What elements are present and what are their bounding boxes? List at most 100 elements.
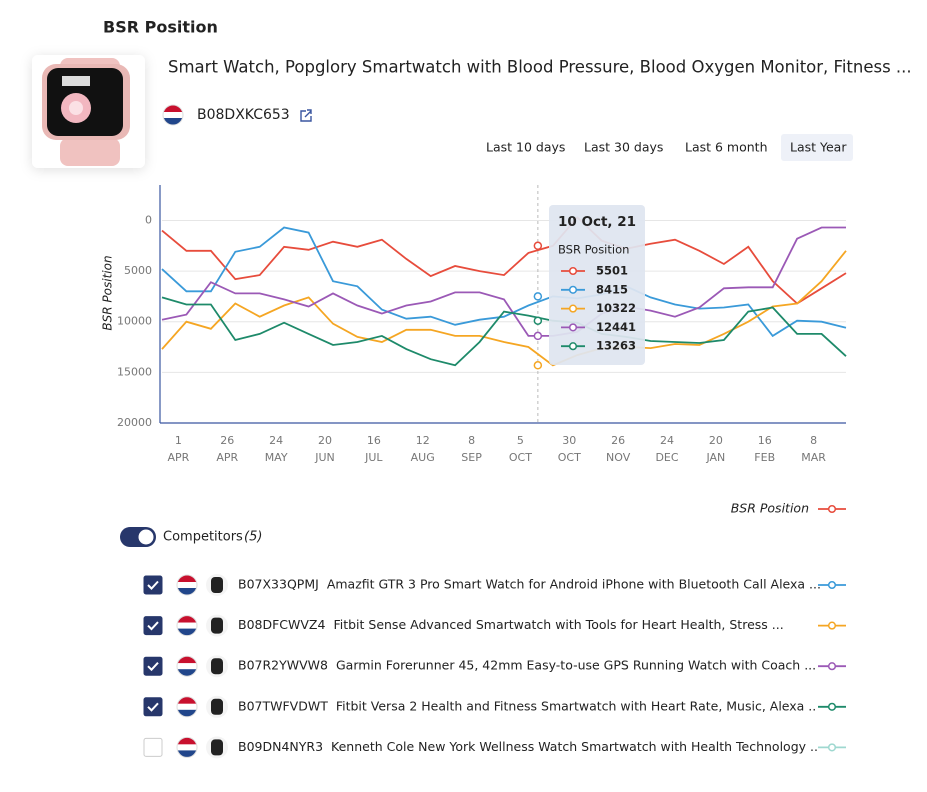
watch-icon [211, 617, 223, 634]
x-tick-day: 30 [562, 434, 576, 447]
competitor-swatch-dot [827, 662, 837, 671]
checkbox[interactable] [143, 575, 163, 595]
competitor-swatch-dot [827, 743, 837, 752]
range-button[interactable]: Last Year [790, 140, 847, 155]
legend-label: BSR Position [731, 501, 809, 516]
checkbox[interactable] [143, 697, 163, 717]
page-title: BSR Position [103, 18, 218, 37]
tooltip-date: 10 Oct, 21 [558, 214, 636, 230]
competitor-asin[interactable]: B07TWFVDWT [238, 698, 328, 713]
hover-point [533, 316, 543, 325]
tooltip-label: BSR Position [558, 243, 629, 257]
flag [162, 104, 184, 126]
y-tick-label: 5000 [124, 264, 152, 277]
competitor-title: Fitbit Versa 2 Health and Fitness Smartw… [336, 698, 816, 713]
x-tick-day: 1 [175, 434, 182, 447]
flag-clip [177, 615, 197, 636]
x-tick-month: AUG [411, 451, 435, 464]
tooltip-value: 5501 [596, 264, 628, 278]
range-button[interactable]: Last 30 days [584, 140, 663, 155]
flag-blue [177, 709, 197, 717]
flag [176, 655, 198, 677]
y-tick-label: 15000 [117, 365, 152, 378]
flag [176, 615, 198, 637]
x-tick-day: 26 [220, 434, 234, 447]
x-tick-month: MAY [265, 451, 288, 464]
flag-red [177, 575, 197, 582]
x-tick-month: APR [216, 451, 238, 464]
x-tick-day: 12 [416, 434, 430, 447]
flag-ring [176, 574, 198, 596]
checkmark [147, 580, 159, 590]
competitor-title: Fitbit Sense Advanced Smartwatch with To… [333, 617, 783, 632]
competitor-title: Garmin Forerunner 45, 42mm Easy-to-use G… [336, 658, 816, 673]
x-tick-day: 8 [468, 434, 475, 447]
y-tick-label: 10000 [117, 315, 152, 328]
competitor-asin[interactable]: B09DN4NYR3 [238, 739, 323, 754]
checkmark [147, 662, 159, 672]
tooltip-value: 10322 [596, 301, 636, 315]
flag-ring [176, 615, 198, 637]
x-tick-month: SEP [461, 451, 482, 464]
checkbox[interactable] [143, 616, 163, 636]
x-tick-day: 20 [318, 434, 332, 447]
tooltip-swatch-dot [568, 323, 578, 332]
tooltip-swatch-dot [568, 285, 578, 294]
flag [176, 574, 198, 596]
competitor-swatch-dot [827, 702, 837, 711]
competitors-count: (5) [244, 530, 262, 545]
flag-white [177, 622, 197, 629]
x-tick-day: 24 [269, 434, 283, 447]
hover-point [533, 331, 543, 341]
hover-point [533, 292, 543, 301]
flag-clip [177, 575, 197, 595]
range-button[interactable]: Last 10 days [486, 140, 565, 155]
flag-white [177, 703, 197, 710]
flag-clip [177, 737, 197, 758]
toggle-knob [138, 529, 154, 545]
tooltip-swatch-dot [568, 342, 578, 351]
flag-ring [176, 696, 198, 718]
product-asin: B08DXKC653 [197, 107, 290, 123]
product-image [32, 55, 145, 168]
series-line [161, 250, 847, 367]
flag-red [177, 615, 197, 623]
checkmark [147, 702, 159, 712]
competitor-title: Amazfit GTR 3 Pro Smart Watch for Androi… [327, 577, 821, 592]
competitor-asin[interactable]: B07X33QPMJ [238, 577, 319, 592]
x-tick-day: 16 [367, 434, 381, 447]
flag-red [177, 656, 197, 664]
tooltip-value: 8415 [596, 282, 628, 296]
flag-ring [176, 655, 198, 677]
range-active-bg [781, 134, 853, 161]
competitor-asin[interactable]: B07R2YWVW8 [238, 658, 328, 673]
legend-swatch-dot [827, 504, 837, 514]
x-tick-month: JAN [705, 451, 725, 464]
range-button[interactable]: Last 6 month [685, 140, 768, 155]
flag [176, 696, 198, 718]
external-link[interactable] [300, 109, 312, 122]
checkbox[interactable] [143, 656, 163, 676]
x-tick-month: APR [168, 451, 190, 464]
tooltip-value: 13263 [596, 339, 636, 353]
hover-point [533, 361, 543, 370]
series-line [161, 226, 847, 338]
flag-clip [177, 656, 197, 677]
y-axis-label: BSR Position [101, 255, 115, 330]
watch-icon [211, 739, 223, 756]
flag-white [177, 582, 197, 588]
competitors-label: Competitors [163, 530, 243, 545]
flag-blue [177, 628, 197, 636]
flag-clip [177, 696, 197, 717]
hover-point [533, 241, 543, 251]
x-tick-month: JUN [314, 451, 335, 464]
competitor-swatch-dot [827, 580, 837, 590]
competitor-asin[interactable]: B08DFCWVZ4 [238, 617, 325, 632]
tooltip-value: 12441 [596, 320, 636, 334]
flag-white [177, 663, 197, 670]
checkmark [147, 621, 159, 631]
x-tick-month: OCT [509, 451, 532, 464]
x-tick-month: NOV [606, 451, 631, 464]
checkbox[interactable] [143, 737, 163, 757]
